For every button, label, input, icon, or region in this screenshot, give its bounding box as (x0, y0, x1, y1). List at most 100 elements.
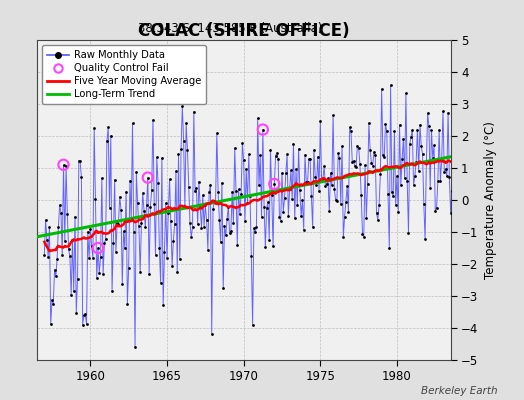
Point (215, 217, 224, 224)
Point (390, 128, 399, 134)
Point (439, 108, 447, 114)
Point (250, 225, 258, 232)
Point (281, 170, 290, 176)
Point (274, 156, 282, 162)
Point (391, 202, 400, 208)
Point (115, 194, 124, 200)
Point (143, 202, 151, 208)
Point (108, 288, 116, 294)
Point (294, 146, 303, 152)
Point (400, 175, 409, 182)
Point (67, 292, 75, 298)
Point (106, 132, 115, 139)
Point (134, 200, 142, 206)
Point (270, 181, 279, 187)
Point (168, 262, 176, 269)
Point (283, 151, 291, 158)
Point (289, 141, 298, 147)
Point (147, 187, 156, 194)
Point (125, 265, 133, 271)
Point (450, 158, 458, 164)
Point (361, 162, 369, 168)
Point (312, 182, 321, 188)
Point (62, 163, 70, 170)
Point (293, 202, 301, 209)
Point (394, 209, 402, 215)
Point (309, 224, 317, 230)
Point (159, 302, 167, 308)
Point (296, 187, 304, 194)
Point (109, 240, 117, 246)
Point (58, 252, 67, 258)
Point (138, 190, 147, 196)
Point (383, 128, 391, 134)
Point (366, 147, 374, 153)
Point (179, 138, 188, 144)
Point (333, 198, 341, 204)
Point (367, 160, 376, 166)
Point (79, 322, 87, 328)
Point (440, 168, 449, 175)
Point (128, 120, 137, 126)
Point (357, 192, 365, 198)
Point (49, 301, 58, 307)
Point (182, 120, 190, 126)
Point (335, 155, 344, 161)
Point (247, 252, 256, 259)
Point (375, 202, 383, 209)
Point (94, 245, 102, 251)
Point (89, 254, 97, 261)
Point (204, 246, 212, 253)
Point (286, 186, 294, 192)
Point (119, 228, 128, 234)
Point (373, 210, 381, 216)
Point (246, 193, 254, 199)
Point (173, 269, 181, 276)
Point (195, 178, 203, 185)
Point (118, 280, 126, 287)
Point (358, 230, 367, 237)
Point (446, 210, 455, 216)
Point (438, 156, 446, 163)
Point (59, 162, 68, 168)
Point (301, 152, 309, 158)
Point (214, 188, 222, 195)
Point (449, 157, 457, 163)
Point (232, 188, 240, 194)
Point (315, 188, 323, 194)
Point (429, 155, 437, 161)
Point (412, 159, 420, 165)
Point (155, 245, 163, 252)
Point (427, 127, 435, 134)
Point (445, 174, 454, 180)
Point (68, 237, 77, 244)
Point (343, 183, 351, 190)
Point (218, 180, 226, 186)
Point (86, 226, 94, 232)
Point (325, 208, 333, 214)
Point (208, 331, 216, 337)
Point (334, 150, 342, 156)
Point (408, 127, 417, 133)
Point (53, 256, 61, 262)
Point (302, 178, 310, 185)
Point (104, 124, 113, 130)
Point (166, 176, 174, 182)
Point (398, 156, 406, 162)
Point (338, 143, 346, 149)
Point (417, 143, 425, 150)
Point (319, 176, 327, 182)
Point (324, 175, 332, 182)
Point (342, 198, 350, 205)
Point (169, 238, 178, 244)
Point (174, 151, 183, 158)
Point (102, 236, 110, 242)
Point (287, 167, 295, 174)
Point (278, 170, 286, 176)
Point (245, 151, 253, 158)
Point (100, 240, 108, 246)
Point (54, 224, 62, 230)
Point (181, 204, 189, 210)
Point (252, 224, 260, 231)
Point (389, 193, 397, 199)
